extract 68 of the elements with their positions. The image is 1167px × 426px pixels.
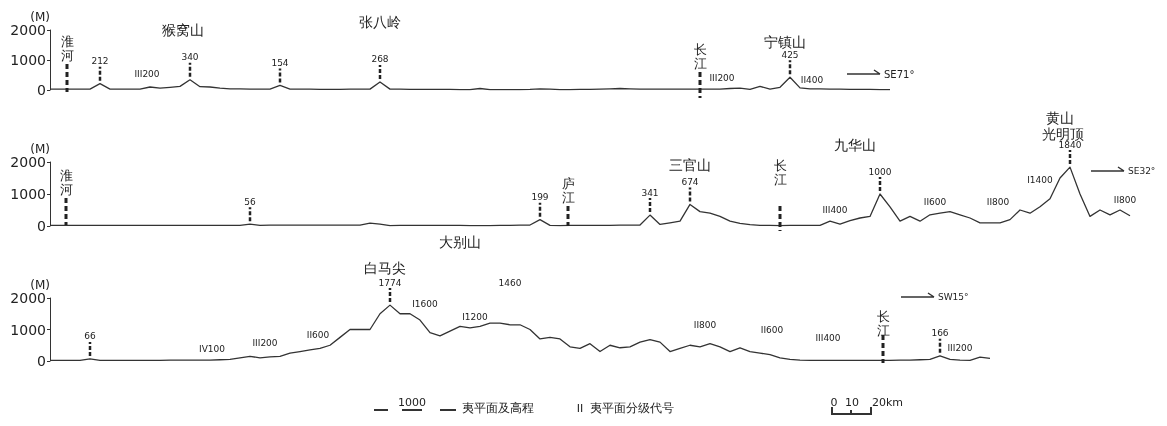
data-label: 425	[781, 49, 799, 60]
y-tick-label: 0	[37, 218, 46, 234]
annotation: 三官山	[669, 157, 711, 173]
y-tick-label: 0	[37, 353, 46, 369]
text: 10	[845, 395, 859, 409]
data-label: 212	[91, 56, 109, 67]
annotation: 长江	[693, 41, 707, 71]
annotation: III200	[947, 343, 973, 353]
annotation: III200	[709, 73, 735, 83]
annotation: IV100	[199, 344, 226, 354]
annotation: 猴窝山	[162, 22, 204, 38]
text: 张八岭	[359, 14, 401, 30]
data-label: 340	[181, 52, 199, 63]
annotation: II600	[306, 330, 330, 340]
y-axis-title: (M)	[30, 142, 50, 157]
annotation: I1400	[1027, 175, 1054, 185]
data-label: 166	[931, 328, 949, 339]
text: 20km	[872, 395, 904, 409]
annotation: II600	[760, 325, 784, 335]
annotation: 长江	[876, 308, 890, 338]
annotation: II800	[1113, 195, 1137, 205]
annotation: 淮河	[59, 167, 73, 197]
y-axis-title: (M)	[30, 278, 50, 293]
y-tick-label: 1000	[10, 321, 46, 338]
annotation: II800	[693, 320, 717, 330]
annotation: I1200	[462, 312, 489, 322]
annotation: 宁镇山	[764, 34, 806, 50]
text: 0	[830, 395, 838, 409]
text: 光明顶	[1042, 126, 1084, 142]
data-label: 268	[371, 54, 389, 65]
annotation: SE71°	[884, 68, 915, 80]
y-axis-title: (M)	[30, 10, 50, 25]
annotation: SW15°	[938, 292, 969, 302]
annotation: III400	[822, 205, 848, 215]
y-tick-label: 2000	[10, 290, 46, 306]
annotation: 淮河	[60, 33, 74, 63]
annotation: I1600	[412, 299, 439, 309]
data-label: 199	[531, 192, 549, 203]
annotation: II400	[800, 75, 824, 85]
annotation: II800	[986, 197, 1010, 207]
y-tick-label: 0	[37, 82, 46, 98]
text: 黄山	[1046, 110, 1074, 126]
y-tick-label: 1000	[10, 52, 46, 68]
annotation: 长江	[773, 157, 787, 187]
annotation: III200	[252, 338, 278, 348]
text: 夷平面分级代号	[590, 401, 674, 415]
y-tick-label: 1000	[10, 186, 46, 202]
y-tick-label: 2000	[10, 22, 46, 38]
text: 1000	[398, 395, 426, 409]
text: 九华山	[834, 137, 876, 153]
data-label: 674	[681, 176, 699, 187]
annotation: III400	[815, 333, 841, 343]
text: 夷平面及高程	[462, 401, 534, 415]
data-label: 1774	[378, 277, 402, 288]
text: 白马尖	[364, 260, 406, 276]
data-label: 1000	[868, 166, 892, 177]
y-tick-label: 2000	[10, 154, 46, 170]
annotation: 庐江	[561, 175, 575, 205]
text: II	[576, 401, 584, 415]
text: 大别山	[439, 234, 481, 250]
text: 1460	[498, 278, 522, 288]
data-label: 56	[244, 196, 256, 207]
annotation: II600	[923, 197, 947, 207]
data-label: 66	[84, 331, 96, 342]
data-label: 154	[271, 57, 289, 68]
annotation: III200	[134, 69, 160, 79]
annotation: SE32°	[1128, 166, 1156, 176]
data-label: 341	[641, 187, 659, 198]
